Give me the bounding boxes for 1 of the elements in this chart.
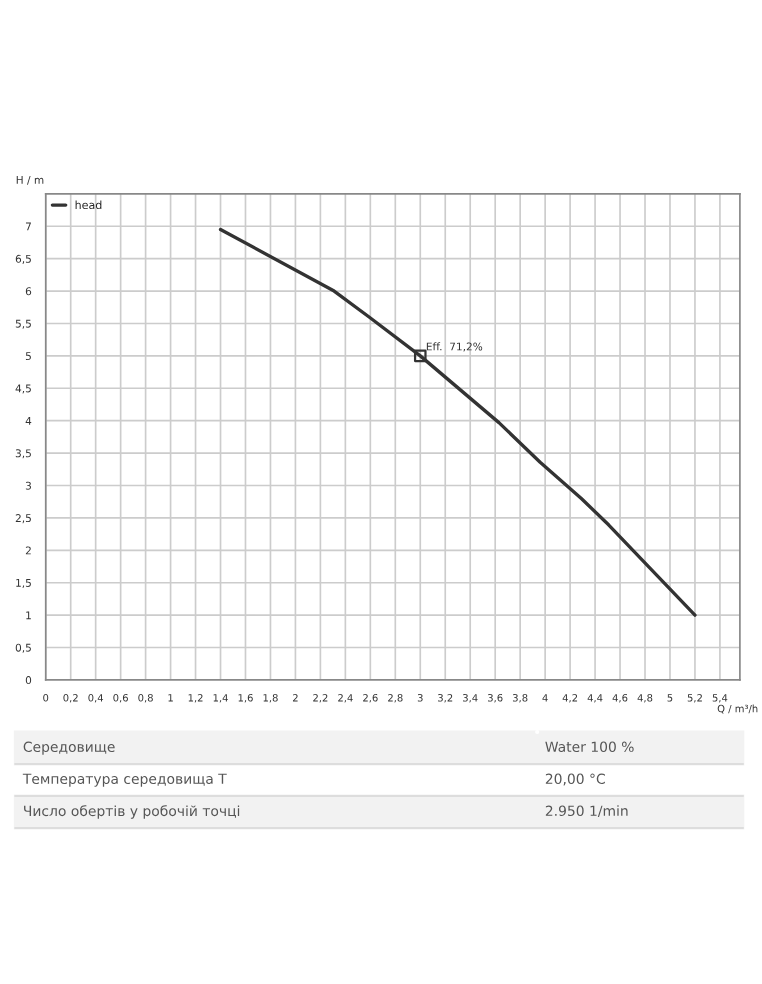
line-series [218, 227, 697, 617]
